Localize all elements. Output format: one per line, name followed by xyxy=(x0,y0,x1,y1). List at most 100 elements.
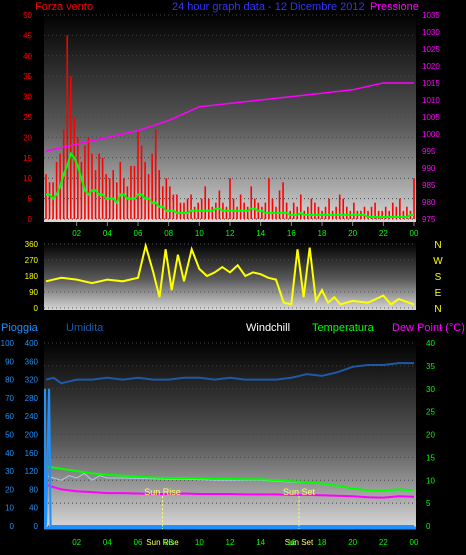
direction-y-tick-label: 270 xyxy=(25,256,39,265)
chart-title: 24 hour graph data - 12 Dicembre 2012 xyxy=(172,1,365,13)
humidity-y-tick-label: 80 xyxy=(29,485,38,494)
rain-y-tick-label: 90 xyxy=(5,357,14,366)
wind-series-label: Forza vento xyxy=(35,1,93,13)
temp-x-tick-label: 06 xyxy=(134,538,143,547)
wind-x-tick-label: 12 xyxy=(226,229,235,238)
humidity-line xyxy=(45,362,414,385)
compass-label: W xyxy=(433,256,443,267)
humidity-y-tick-label: 320 xyxy=(25,376,39,385)
pressure-y-tick-label: 975 xyxy=(422,215,436,224)
rain-series-label: Pioggia xyxy=(1,322,39,334)
sun-rise-label-bottom: Sun Rise xyxy=(146,538,179,547)
pressure-y-tick-label: 1020 xyxy=(422,62,440,71)
pressure-y-tick-label: 1035 xyxy=(422,11,440,20)
pressure-y-tick-label: 990 xyxy=(422,164,436,173)
direction-y-tick-label: 180 xyxy=(25,272,39,281)
wind-x-tick-label: 18 xyxy=(318,229,327,238)
windchill-series-label: Windchill xyxy=(246,322,290,334)
rain-line xyxy=(45,388,414,527)
rain-y-tick-label: 60 xyxy=(5,412,14,421)
temp-x-tick-label: 20 xyxy=(348,538,357,547)
rain-y-tick-label: 50 xyxy=(5,431,14,440)
rain-y-axis-ticks: 0 10 20 30 40 50 60 70 80 90 100 xyxy=(1,339,15,531)
compass-label: N xyxy=(434,304,441,315)
temp-x-tick-label: 14 xyxy=(256,538,265,547)
pressure-y-tick-label: 1000 xyxy=(422,130,440,139)
temperature-y-tick-label: 35 xyxy=(426,362,435,371)
wind-y-tick-label: 25 xyxy=(23,113,32,122)
pressure-y-axis-ticks: 975 980 985 990 995 1000 1005 1010 1015 1020 1025 1… xyxy=(422,11,440,224)
direction-y-axis-ticks: 0 90 180 270 360 xyxy=(25,240,39,313)
wind-x-tick-label: 02 xyxy=(72,229,81,238)
wind-x-tick-label: 10 xyxy=(195,229,204,238)
pressure-y-tick-label: 1005 xyxy=(422,113,440,122)
temp-panel-background xyxy=(44,340,416,529)
humidity-series-label: Umidita xyxy=(66,322,104,334)
humidity-y-tick-label: 400 xyxy=(25,339,39,348)
temp-x-tick-label: 02 xyxy=(72,538,81,547)
temp-x-tick-label: 12 xyxy=(226,538,235,547)
rain-y-tick-label: 20 xyxy=(5,485,14,494)
rain-y-tick-label: 30 xyxy=(5,467,14,476)
direction-y-tick-label: 0 xyxy=(34,304,39,313)
rain-y-tick-label: 80 xyxy=(5,376,14,385)
rain-y-tick-label: 0 xyxy=(10,522,15,531)
wind-y-tick-label: 40 xyxy=(23,52,32,61)
temperature-y-tick-label: 30 xyxy=(426,385,435,394)
humidity-y-tick-label: 280 xyxy=(25,394,39,403)
pressure-line xyxy=(45,82,414,152)
pressure-y-tick-label: 980 xyxy=(422,198,436,207)
temperature-y-tick-label: 20 xyxy=(426,431,435,440)
rain-y-tick-label: 40 xyxy=(5,449,14,458)
wind-gust-series xyxy=(45,35,415,219)
wind-y-axis-ticks: 0 5 10 15 20 25 30 35 40 45 50 xyxy=(23,11,32,224)
direction-y-tick-label: 90 xyxy=(29,288,38,297)
compass-label: E xyxy=(435,288,442,299)
wind-y-tick-label: 45 xyxy=(23,31,32,40)
humidity-y-tick-label: 360 xyxy=(25,357,39,366)
humidity-y-axis-ticks: 0 40 80 120 160 200 240 280 320 360 400 xyxy=(25,339,39,531)
humidity-y-tick-label: 40 xyxy=(29,504,38,513)
temp-x-tick-label: 16 xyxy=(287,538,296,547)
humidity-y-tick-label: 120 xyxy=(25,467,39,476)
direction-panel-background xyxy=(44,242,416,310)
temperature-y-tick-label: 0 xyxy=(426,522,431,531)
temperature-series-label: Temperatura xyxy=(312,322,375,334)
wind-y-tick-label: 10 xyxy=(23,174,32,183)
rain-y-tick-label: 70 xyxy=(5,394,14,403)
compass-label: S xyxy=(435,272,442,283)
temperature-humidity-panel: Sun Rise Sun Rise Sun Set Sun Set 0 10 20 30 40… xyxy=(1,322,465,547)
wind-x-tick-label: 14 xyxy=(256,229,265,238)
pressure-y-tick-label: 1025 xyxy=(422,45,440,54)
wind-x-tick-label: 20 xyxy=(348,229,357,238)
temperature-y-tick-label: 15 xyxy=(426,453,435,462)
pressure-y-tick-label: 995 xyxy=(422,147,436,156)
temp-x-tick-label: 04 xyxy=(103,538,112,547)
wind-y-tick-label: 20 xyxy=(23,133,32,142)
wind-y-tick-label: 30 xyxy=(23,93,32,102)
wind-x-axis-ticks: 02 04 06 08 10 12 14 16 18 20 22 00 xyxy=(72,222,419,238)
temp-x-tick-label: 08 xyxy=(164,538,173,547)
compass-label: N xyxy=(434,240,441,251)
pressure-y-tick-label: 1010 xyxy=(422,96,440,105)
temperature-y-axis-ticks: 0 5 10 15 20 25 30 35 40 xyxy=(426,339,435,531)
wind-x-tick-label: 08 xyxy=(164,229,173,238)
temperature-line xyxy=(45,465,415,492)
pressure-y-tick-label: 985 xyxy=(422,181,436,190)
pressure-series-label: Pressione xyxy=(370,1,419,13)
humidity-y-tick-label: 200 xyxy=(25,431,39,440)
temp-x-tick-label: 22 xyxy=(379,538,388,547)
humidity-y-tick-label: 240 xyxy=(25,412,39,421)
temp-x-tick-label: 10 xyxy=(195,538,204,547)
wind-y-tick-label: 0 xyxy=(28,215,33,224)
temperature-y-tick-label: 5 xyxy=(426,499,431,508)
rain-y-tick-label: 100 xyxy=(1,339,15,348)
wind-x-tick-label: 00 xyxy=(410,229,419,238)
sun-markers: Sun Rise Sun Rise Sun Set Sun Set xyxy=(144,487,315,547)
wind-y-tick-label: 35 xyxy=(23,72,32,81)
wind-x-tick-label: 22 xyxy=(379,229,388,238)
